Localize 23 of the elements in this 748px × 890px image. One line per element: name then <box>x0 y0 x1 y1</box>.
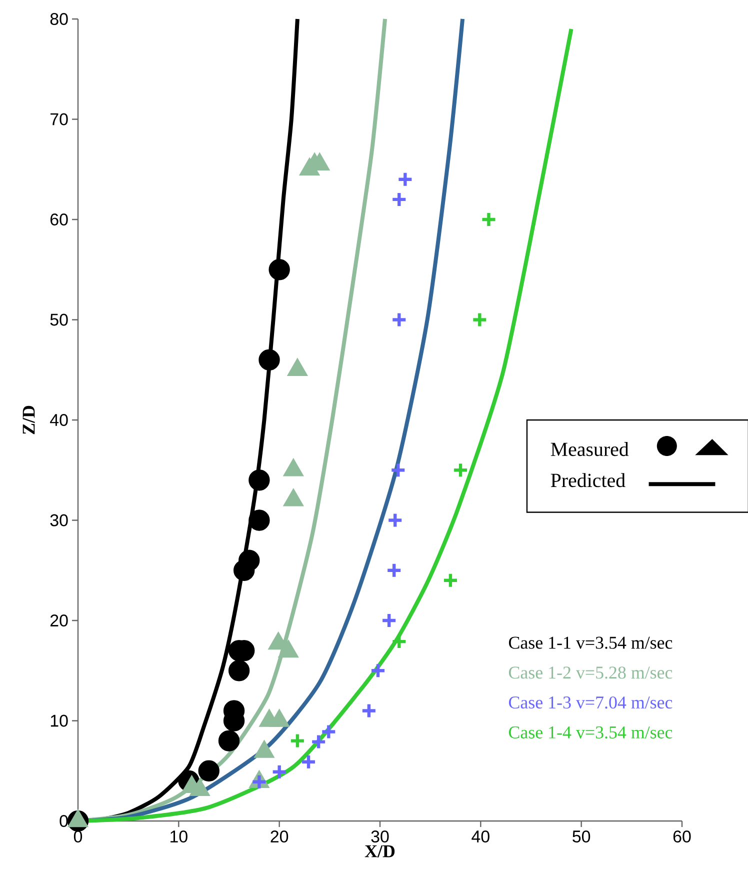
y-tick-label: 10 <box>50 714 68 727</box>
y-tick-label: 20 <box>50 614 68 626</box>
text: Case 1-4 v=3.54 m/sec <box>508 726 672 739</box>
y-tick-label: 50 <box>50 314 68 326</box>
annotation: Predicted <box>550 473 626 488</box>
y-tick-label: 70 <box>50 113 68 126</box>
y-tick-label: 0 <box>60 814 68 827</box>
text: Case 1-1 v=3.54 m/sec <box>508 636 672 649</box>
x-tick-label: 60 <box>673 830 691 843</box>
y-tick-label: 30 <box>50 514 68 526</box>
text: Case 1-2 v=5.28 m/sec <box>508 666 672 679</box>
x-tick-label: 40 <box>472 830 490 843</box>
x-tick-label: 10 <box>170 830 188 843</box>
text: Case 1-3 v=7.04 m/sec <box>508 696 672 709</box>
y-tick-label: 40 <box>50 414 68 426</box>
y-tick-label: 80 <box>50 12 68 25</box>
x-tick-label: 50 <box>572 830 590 843</box>
x-tick-label: 20 <box>270 830 288 843</box>
annotation: Measured <box>550 442 629 456</box>
y-tick-label: 60 <box>50 213 68 226</box>
x-tick-label: 30 <box>371 830 389 843</box>
y-axis-title: Z/D <box>22 406 35 434</box>
x-axis-title: X/D <box>364 845 395 858</box>
